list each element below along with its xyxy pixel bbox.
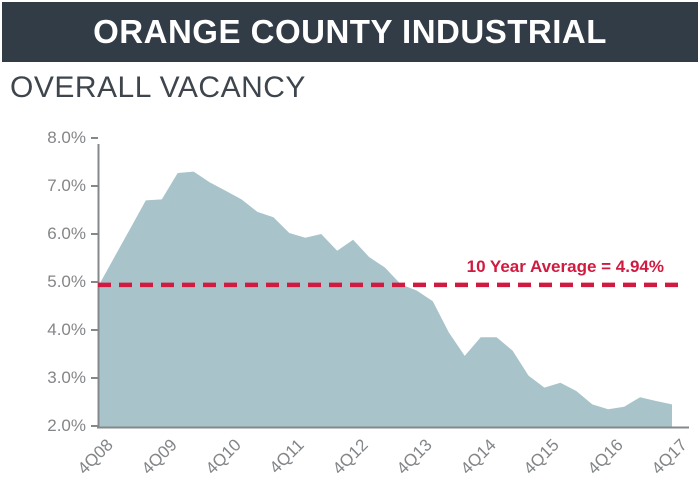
- y-axis-tick-label: 3.0%: [47, 368, 86, 387]
- vacancy-series-area: [98, 171, 672, 427]
- y-axis-tick-label: 8.0%: [47, 128, 86, 147]
- y-axis-tick-label: 6.0%: [47, 224, 86, 243]
- y-axis-tick-label: 4.0%: [47, 320, 86, 339]
- y-axis-tick-label: 2.0%: [47, 416, 86, 435]
- y-axis-tick-label: 5.0%: [47, 272, 86, 291]
- y-axis-tick-label: 7.0%: [47, 176, 86, 195]
- chart-title: OVERALL VACANCY: [10, 71, 306, 104]
- average-line-label: 10 Year Average = 4.94%: [466, 257, 664, 276]
- header-bar: ORANGE COUNTY INDUSTRIAL: [2, 2, 698, 62]
- page-title: ORANGE COUNTY INDUSTRIAL: [93, 13, 607, 50]
